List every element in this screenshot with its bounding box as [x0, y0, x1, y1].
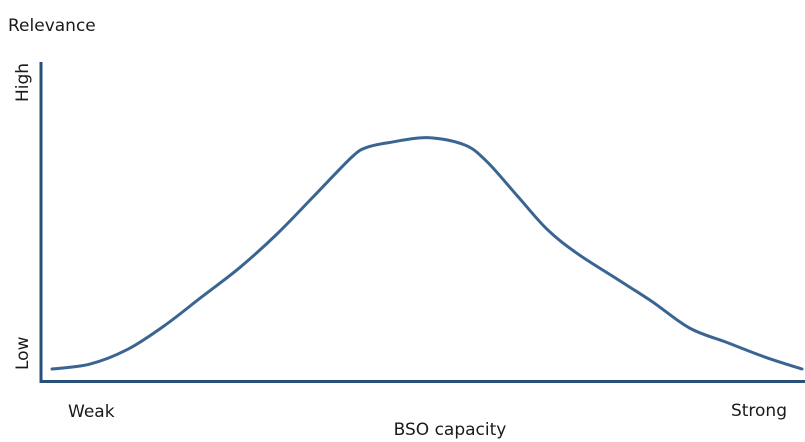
x-tick-weak: Weak [68, 402, 115, 422]
y-tick-low: Low [13, 336, 33, 370]
x-axis-title: BSO capacity [394, 420, 507, 440]
relevance-line [50, 136, 804, 371]
x-tick-strong: Strong [731, 401, 787, 421]
y-tick-high: High [13, 63, 33, 102]
y-axis-title: Relevance [8, 16, 96, 36]
